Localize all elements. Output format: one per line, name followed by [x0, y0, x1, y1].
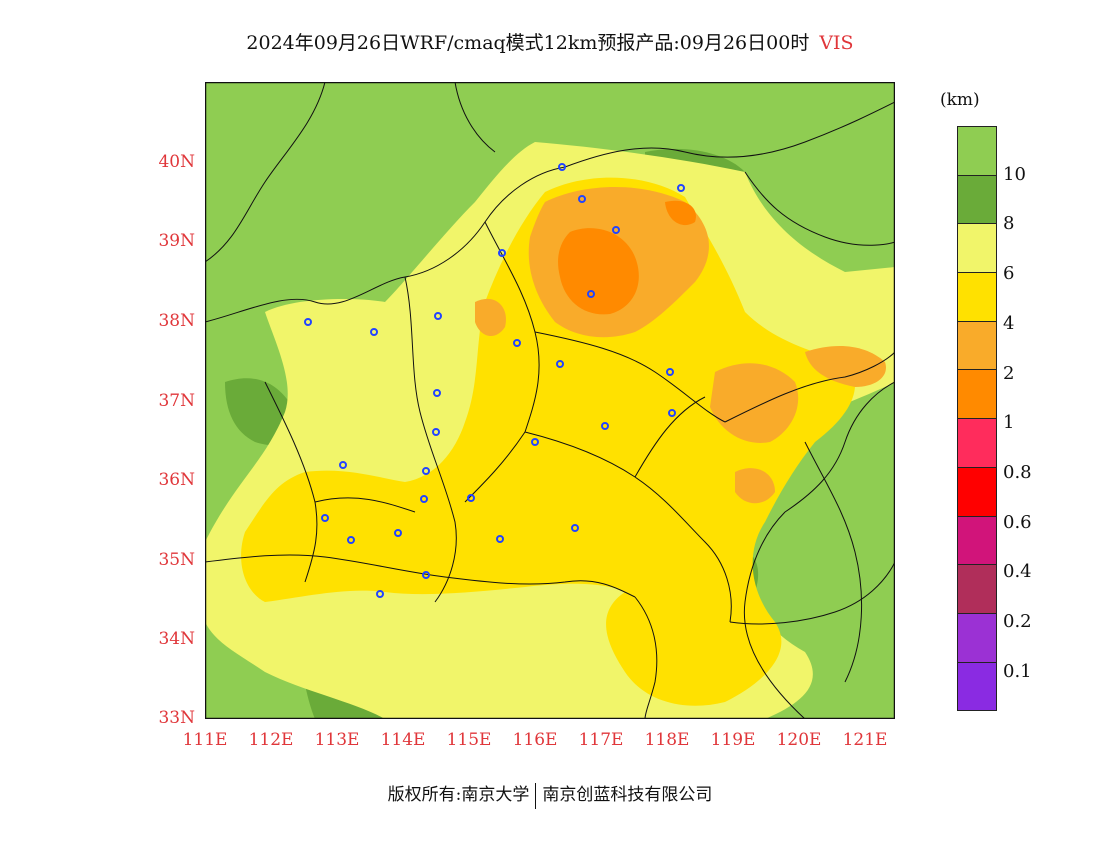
footer-company: 南京创蓝科技有限公司	[542, 785, 713, 805]
lon-label: 120E	[776, 730, 822, 750]
city-markers	[304, 163, 685, 598]
lon-label: 114E	[380, 730, 426, 750]
colorbar-swatch	[957, 126, 997, 176]
lat-label: 35N	[158, 550, 195, 570]
colorbar-label: 8	[1003, 213, 1015, 235]
colorbar-label: 0.8	[1003, 461, 1032, 483]
forecast-map	[205, 82, 895, 719]
vis-1-2-regions	[558, 200, 696, 315]
lon-label: 116E	[512, 730, 558, 750]
colorbar-label: 0.1	[1003, 660, 1032, 682]
map-title: 2024年09月26日WRF/cmaq模式12km预报产品:09月26日00时 V…	[0, 28, 1100, 55]
lat-label: 36N	[158, 470, 195, 490]
admin-boundaries	[205, 82, 895, 719]
colorbar-swatch	[957, 223, 997, 274]
footer-separator	[535, 782, 537, 809]
lat-label: 37N	[158, 391, 195, 411]
colorbar-label: 4	[1003, 312, 1015, 334]
colorbar-swatch	[957, 564, 997, 614]
title-main: 2024年09月26日WRF/cmaq模式12km预报产品:09月26日00时	[246, 32, 810, 54]
lon-label: 112E	[248, 730, 294, 750]
lon-label: 115E	[446, 730, 492, 750]
lon-label: 117E	[578, 730, 624, 750]
lat-label: 38N	[158, 311, 195, 331]
colorbar-label: 6	[1003, 263, 1015, 285]
colorbar-swatch	[957, 466, 997, 517]
footer-copyright: 版权所有:南京大学	[387, 785, 530, 805]
colorbar-swatch	[957, 612, 997, 663]
footer: 版权所有:南京大学 南京创蓝科技有限公司	[0, 780, 1100, 809]
map-frame	[205, 82, 895, 719]
colorbar-label: 1	[1003, 412, 1015, 434]
colorbar-swatch	[957, 369, 997, 420]
colorbar-label: 2	[1003, 362, 1015, 384]
lat-label: 39N	[158, 231, 195, 251]
colorbar-swatch	[957, 661, 997, 712]
colorbar-label: 0.6	[1003, 511, 1032, 533]
lon-label: 111E	[182, 730, 228, 750]
colorbar-swatch	[957, 418, 997, 468]
vis-4-6-region	[241, 177, 855, 706]
colorbar-label: 10	[1003, 163, 1026, 185]
title-variable: VIS	[819, 32, 854, 54]
coastline	[743, 171, 895, 719]
colorbar-swatch	[957, 515, 997, 566]
colorbar-unit: (km)	[940, 90, 980, 110]
colorbar	[957, 126, 997, 712]
lon-label: 121E	[842, 730, 888, 750]
lon-label: 113E	[314, 730, 360, 750]
colorbar-swatch	[957, 272, 997, 322]
lat-label: 40N	[158, 152, 195, 172]
colorbar-label: 0.2	[1003, 611, 1032, 632]
lon-label: 118E	[644, 730, 690, 750]
colorbar-swatch	[957, 320, 997, 371]
lon-label: 119E	[710, 730, 756, 750]
lat-label: 33N	[158, 708, 195, 728]
lat-label: 34N	[158, 629, 195, 649]
colorbar-swatch	[957, 174, 997, 225]
colorbar-label: 0.4	[1003, 561, 1032, 583]
